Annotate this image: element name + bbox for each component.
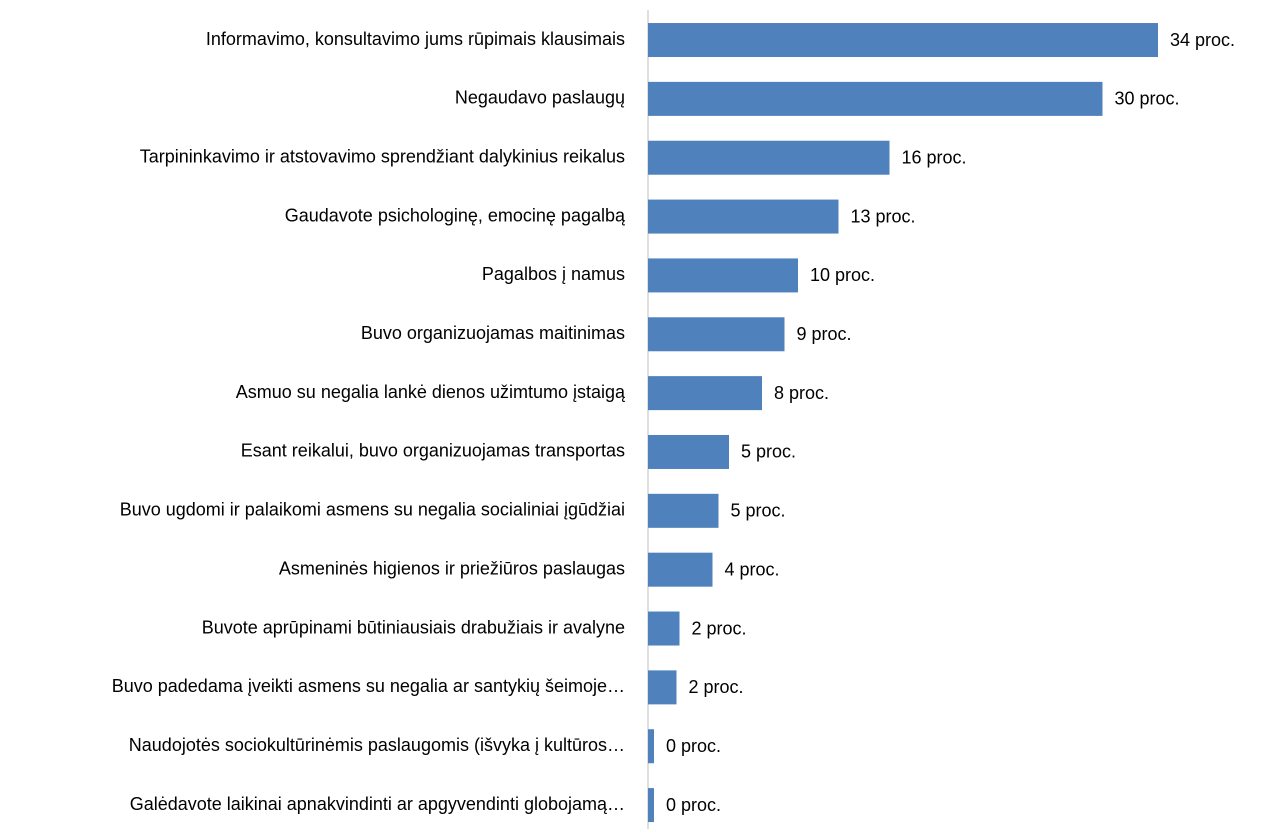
data-label: 13 proc.: [851, 206, 916, 226]
bar: [648, 376, 762, 411]
data-label: 2 proc.: [689, 677, 744, 697]
bar: [648, 788, 654, 823]
bar: [648, 670, 677, 705]
y-tick-label: Informavimo, konsultavimo jums rūpimais …: [206, 29, 625, 49]
y-tick-label: Gaudavote psichologinę, emocinę pagalbą: [285, 205, 626, 225]
bar: [648, 81, 1103, 116]
bar: [648, 729, 654, 764]
bar: [648, 317, 785, 352]
data-label: 10 proc.: [810, 265, 875, 285]
data-label: 0 proc.: [666, 736, 721, 756]
bar: [648, 140, 890, 175]
y-tick-label: Esant reikalui, buvo organizuojamas tran…: [241, 441, 625, 461]
y-tick-label: Buvo ugdomi ir palaikomi asmens su negal…: [120, 500, 625, 520]
bar: [648, 552, 713, 587]
y-tick-label: Negaudavo paslaugų: [455, 88, 625, 108]
data-label: 2 proc.: [692, 618, 747, 638]
y-tick-label: Asmuo su negalia lankė dienos užimtumo į…: [236, 382, 626, 402]
y-tick-label: Naudojotės sociokultūrinėmis paslaugomis…: [129, 735, 625, 755]
y-tick-label: Asmeninės higienos ir priežiūros paslaug…: [279, 558, 625, 578]
y-tick-label: Buvo padedama įveikti asmens su negalia …: [112, 676, 625, 696]
data-label: 4 proc.: [725, 559, 780, 579]
bar: [648, 434, 729, 469]
bar: [648, 258, 798, 293]
y-tick-label: Galėdavote laikinai apnakvindinti ar apg…: [130, 794, 625, 814]
data-label: 9 proc.: [797, 324, 852, 344]
data-label: 30 proc.: [1115, 89, 1180, 109]
bar: [648, 199, 839, 234]
bar: [648, 493, 719, 528]
bar: [648, 23, 1158, 58]
data-label: 16 proc.: [902, 147, 967, 167]
data-label: 0 proc.: [666, 795, 721, 815]
y-tick-label: Buvote aprūpinami būtiniausiais drabužia…: [202, 617, 625, 637]
data-label: 5 proc.: [741, 442, 796, 462]
bar: [648, 611, 680, 646]
y-tick-label: Tarpininkavimo ir atstovavimo sprendžian…: [140, 146, 625, 166]
data-label: 8 proc.: [774, 383, 829, 403]
y-tick-label: Buvo organizuojamas maitinimas: [361, 323, 625, 343]
y-tick-label: Pagalbos į namus: [482, 264, 625, 284]
data-label: 5 proc.: [731, 501, 786, 521]
data-label: 34 proc.: [1170, 30, 1235, 50]
